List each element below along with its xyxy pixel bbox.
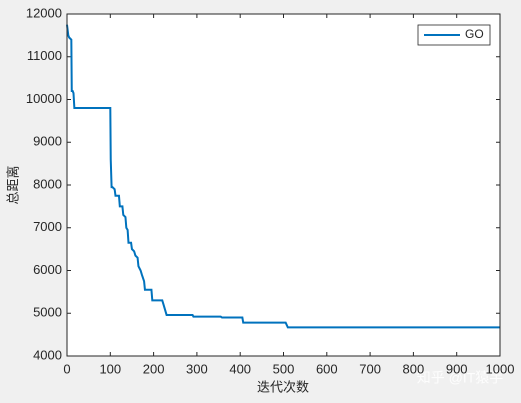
- y-axis-label: 总距离: [5, 165, 20, 204]
- x-tick-label: 1000: [486, 361, 515, 376]
- x-tick-label: 300: [186, 361, 208, 376]
- x-tick-label: 200: [143, 361, 165, 376]
- y-tick-label: 4000: [33, 347, 62, 362]
- y-tick-label: 12000: [26, 5, 62, 20]
- x-tick-label: 100: [99, 361, 121, 376]
- x-tick-label: 400: [229, 361, 251, 376]
- watermark: 知乎 @IT猿手: [417, 370, 504, 386]
- y-tick-label: 10000: [26, 91, 62, 106]
- legend-label: GO: [465, 27, 484, 41]
- x-tick-label: 500: [273, 361, 295, 376]
- y-tick-label: 9000: [33, 134, 62, 149]
- y-tick-label: 5000: [33, 305, 62, 320]
- x-tick-label: 600: [316, 361, 338, 376]
- y-tick-label: 11000: [27, 48, 62, 63]
- y-tick-label: 7000: [33, 219, 62, 234]
- plot-frame: [66, 13, 501, 357]
- x-tick-label: 800: [403, 361, 425, 376]
- y-tick-label: 8000: [33, 176, 62, 191]
- x-tick-label: 0: [63, 361, 70, 376]
- y-tick-label: 6000: [33, 262, 62, 277]
- x-tick-label: 900: [446, 361, 468, 376]
- series-line: [66, 24, 500, 329]
- x-axis-label: 迭代次数: [257, 379, 309, 394]
- x-tick-label: 700: [359, 361, 381, 376]
- plot-area: [67, 14, 500, 356]
